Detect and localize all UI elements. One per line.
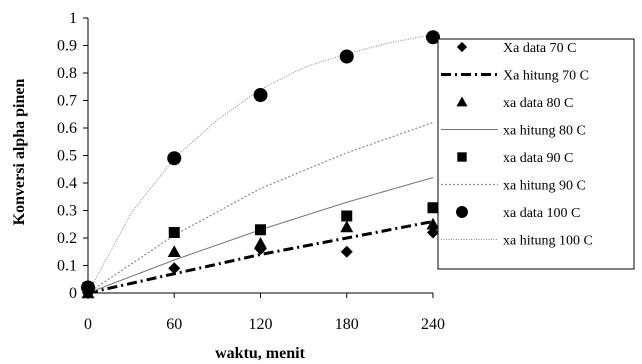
legend-label: Xa hitung 70 C [503, 69, 589, 84]
legend-label: xa data 80 C [503, 96, 573, 111]
series-line-5 [87, 121, 434, 294]
data-point-triangle-2 [426, 217, 440, 230]
data-point-square-4 [255, 224, 266, 236]
data-point-square-4 [168, 227, 180, 238]
legend-label: xa hitung 90 C [503, 179, 586, 194]
data-point-circle-6 [253, 88, 268, 102]
y-tick-label: 0.6 [57, 120, 77, 137]
legend-label: Xa data 70 C [503, 41, 576, 56]
y-tick-label: 0.2 [57, 230, 77, 247]
y-tick-label: 0.8 [57, 65, 77, 82]
legend-marker-diamond [456, 41, 468, 53]
series-points [81, 30, 440, 299]
data-point-square-4 [427, 202, 439, 214]
y-ticks: 0 0.1 0.2 0.3 0.4 0.5 0.6 0.7 0.8 0.9 1 [57, 10, 88, 302]
data-point-triangle-2 [254, 237, 267, 249]
y-tick-label: 0.3 [57, 203, 77, 220]
y-tick-label: 0.4 [57, 175, 77, 192]
y-tick-label: 0.7 [57, 93, 77, 110]
legend-box [437, 38, 635, 270]
legend-marker-circle [456, 206, 468, 218]
x-ticks: 0 60 120 180 240 [84, 293, 445, 333]
legend-marker-triangle [456, 96, 468, 107]
x-tick-label: 180 [335, 316, 359, 333]
data-point-triangle-2 [340, 220, 354, 233]
y-tick-label: 1 [69, 10, 77, 27]
x-tick-label: 0 [84, 316, 92, 333]
legend-label: xa hitung 80 C [503, 124, 586, 139]
x-axis-title: waktu, menit [215, 345, 305, 362]
y-tick-label: 0.1 [57, 258, 77, 275]
x-tick-label: 60 [166, 316, 182, 333]
legend: Xa data 70 C Xa hitung 70 C xa data 80 C xa… [437, 38, 635, 270]
data-point-diamond-0 [427, 226, 439, 239]
x-tick-label: 240 [421, 316, 445, 333]
y-axis-title: Konversi alpha pinen [11, 79, 28, 226]
legend-marker-square [457, 152, 467, 162]
y-tick-label: 0 [69, 285, 77, 302]
y-tick-label: 0.9 [57, 38, 77, 55]
data-point-triangle-2 [167, 245, 181, 257]
data-point-circle-6 [167, 151, 182, 166]
data-point-circle-6 [81, 280, 95, 295]
legend-label: xa data 100 C [503, 206, 580, 221]
legend-label: xa data 90 C [503, 151, 573, 166]
data-point-square-4 [341, 210, 353, 222]
data-point-diamond-0 [340, 245, 353, 258]
data-point-circle-6 [339, 49, 354, 64]
y-tick-label: 0.5 [57, 148, 77, 165]
data-point-circle-6 [426, 30, 440, 45]
legend-label: xa hitung 100 C [503, 234, 593, 249]
x-tick-label: 120 [249, 316, 273, 333]
data-point-diamond-0 [168, 262, 181, 275]
